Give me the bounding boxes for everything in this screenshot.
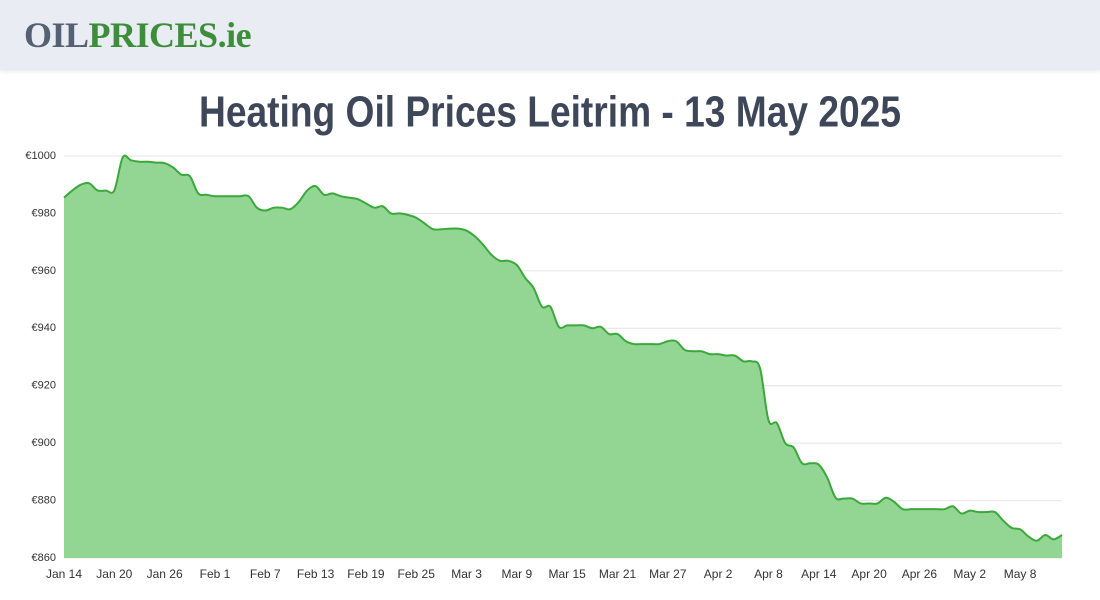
logo-ie: .ie	[217, 15, 252, 55]
x-tick-label: Feb 1	[200, 567, 231, 581]
x-tick-label: Apr 2	[704, 567, 733, 581]
x-tick-label: Apr 20	[851, 567, 887, 581]
logo-prices: PRICES	[88, 15, 219, 55]
x-tick-label: Jan 20	[96, 567, 132, 581]
y-tick-label: €920	[32, 380, 56, 392]
x-tick-label: Mar 27	[649, 567, 687, 581]
x-tick-label: Apr 8	[754, 567, 783, 581]
y-tick-label: €900	[32, 437, 56, 449]
x-tick-label: Mar 9	[502, 567, 533, 581]
x-tick-label: Feb 13	[297, 567, 335, 581]
x-tick-label: Apr 26	[902, 567, 938, 581]
logo[interactable]: OILPRICES.ie	[24, 14, 252, 56]
y-tick-label: €880	[32, 494, 56, 506]
y-tick-label: €1000	[25, 150, 56, 162]
chart: Heating Oil Prices Leitrim - 13 May 2025…	[25, 88, 1063, 581]
x-tick-label: May 8	[1004, 567, 1037, 581]
y-tick-label: €980	[32, 207, 56, 219]
x-tick-label: May 2	[953, 567, 986, 581]
header: OILPRICES.ie	[0, 0, 1100, 70]
y-tick-label: €860	[32, 552, 56, 564]
x-tick-label: Mar 15	[549, 567, 587, 581]
area-fill	[64, 155, 1062, 558]
x-tick-label: Mar 3	[451, 567, 482, 581]
y-tick-label: €960	[32, 265, 56, 277]
x-tick-label: Feb 25	[398, 567, 436, 581]
x-tick-label: Feb 19	[347, 567, 385, 581]
logo-oil: OIL	[24, 15, 89, 55]
x-tick-label: Mar 21	[599, 567, 637, 581]
y-tick-label: €940	[32, 322, 56, 334]
area-line	[63, 154, 1063, 542]
x-tick-label: Jan 26	[147, 567, 183, 581]
chart-title: Heating Oil Prices Leitrim - 13 May 2025	[199, 88, 901, 137]
x-tick-label: Jan 14	[46, 567, 82, 581]
x-tick-label: Feb 7	[250, 567, 281, 581]
x-tick-label: Apr 14	[801, 567, 837, 581]
